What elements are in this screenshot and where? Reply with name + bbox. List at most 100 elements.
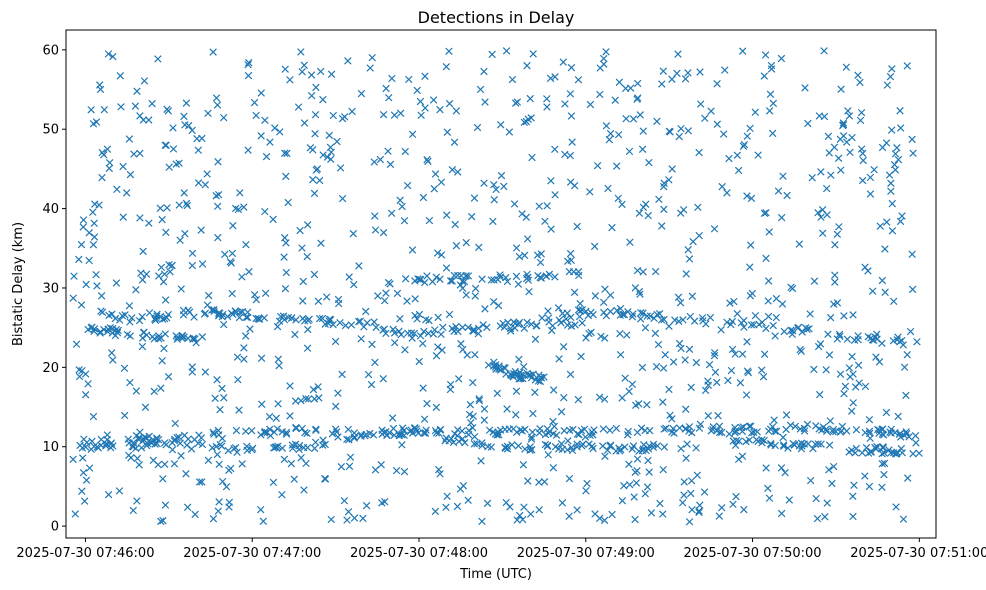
data-point bbox=[142, 441, 151, 450]
data-point bbox=[523, 318, 531, 327]
data-point bbox=[574, 76, 583, 84]
data-point bbox=[214, 158, 222, 166]
data-point bbox=[512, 244, 521, 252]
data-point bbox=[734, 166, 743, 175]
data-point bbox=[398, 202, 406, 211]
data-point bbox=[848, 133, 856, 142]
data-point bbox=[746, 124, 754, 133]
data-point bbox=[675, 317, 683, 326]
data-point bbox=[536, 258, 545, 267]
data-point bbox=[878, 276, 887, 285]
data-point bbox=[618, 394, 626, 402]
data-point bbox=[787, 326, 795, 334]
data-point bbox=[228, 289, 236, 298]
data-point bbox=[771, 332, 779, 340]
data-point bbox=[555, 355, 563, 363]
data-point bbox=[545, 270, 554, 279]
data-point bbox=[887, 126, 896, 134]
data-point bbox=[80, 497, 89, 505]
data-point bbox=[447, 434, 455, 443]
x-tick-label: 2025-07-30 07:47:00 bbox=[183, 546, 321, 561]
data-point bbox=[513, 516, 521, 524]
data-point bbox=[865, 415, 874, 424]
data-point bbox=[678, 498, 687, 507]
data-point bbox=[762, 464, 770, 472]
data-point bbox=[231, 444, 240, 452]
data-point bbox=[715, 512, 724, 520]
data-point bbox=[171, 419, 179, 428]
data-point bbox=[587, 308, 595, 317]
data-point bbox=[246, 325, 254, 333]
data-point bbox=[888, 227, 897, 235]
data-point bbox=[616, 350, 625, 359]
data-point bbox=[635, 209, 644, 217]
data-point bbox=[878, 483, 886, 492]
data-point bbox=[710, 348, 719, 357]
data-point bbox=[695, 424, 704, 432]
data-point bbox=[208, 306, 216, 314]
data-point bbox=[163, 204, 171, 212]
data-point bbox=[363, 319, 371, 327]
x-tick-label: 2025-07-30 07:49:00 bbox=[517, 546, 655, 561]
data-point bbox=[324, 319, 333, 328]
data-point bbox=[655, 195, 663, 204]
data-point bbox=[567, 112, 576, 120]
data-point bbox=[822, 184, 831, 193]
data-point bbox=[132, 387, 141, 395]
data-point bbox=[456, 485, 465, 493]
chart-title: Detections in Delay bbox=[418, 8, 575, 27]
data-point bbox=[295, 445, 303, 454]
data-point bbox=[500, 182, 508, 191]
y-axis: 0 10 20 30 40 50 60 bbox=[42, 43, 66, 535]
data-point bbox=[387, 209, 396, 218]
data-point bbox=[127, 314, 136, 322]
data-point bbox=[660, 425, 668, 433]
data-point bbox=[300, 486, 308, 494]
data-point bbox=[310, 444, 319, 453]
data-point bbox=[478, 517, 486, 526]
data-point bbox=[503, 405, 511, 413]
data-point bbox=[643, 312, 651, 320]
data-point bbox=[79, 223, 87, 231]
data-point bbox=[818, 206, 827, 214]
data-point bbox=[310, 395, 319, 403]
data-point bbox=[844, 107, 852, 115]
data-point bbox=[817, 213, 825, 221]
data-point bbox=[779, 433, 787, 442]
data-point bbox=[893, 448, 901, 456]
data-point bbox=[89, 412, 98, 421]
data-point bbox=[401, 147, 409, 156]
data-point bbox=[257, 89, 265, 97]
data-point bbox=[616, 329, 624, 338]
data-point bbox=[659, 364, 668, 372]
data-point bbox=[480, 179, 488, 187]
data-point bbox=[526, 94, 534, 103]
data-point bbox=[606, 307, 615, 316]
data-point bbox=[92, 118, 101, 126]
data-point bbox=[318, 314, 327, 323]
data-point bbox=[535, 202, 543, 210]
data-point bbox=[92, 270, 100, 279]
data-point bbox=[421, 72, 429, 80]
data-point bbox=[455, 437, 463, 446]
x-axis-label: Time (UTC) bbox=[459, 567, 532, 582]
data-point bbox=[221, 250, 229, 259]
data-point bbox=[866, 190, 875, 198]
data-point bbox=[824, 330, 832, 338]
data-point bbox=[843, 335, 852, 343]
data-point bbox=[279, 312, 288, 320]
data-point bbox=[650, 314, 658, 323]
data-point bbox=[243, 446, 252, 455]
data-point bbox=[566, 370, 575, 379]
data-point bbox=[496, 271, 504, 279]
data-point bbox=[104, 490, 113, 499]
data-point bbox=[460, 277, 469, 286]
data-point bbox=[454, 375, 463, 383]
data-point bbox=[888, 199, 896, 208]
data-point bbox=[666, 128, 674, 136]
data-point bbox=[162, 313, 171, 322]
data-point bbox=[477, 457, 485, 465]
data-point bbox=[225, 503, 233, 511]
data-point bbox=[523, 369, 532, 378]
data-point bbox=[314, 383, 322, 391]
